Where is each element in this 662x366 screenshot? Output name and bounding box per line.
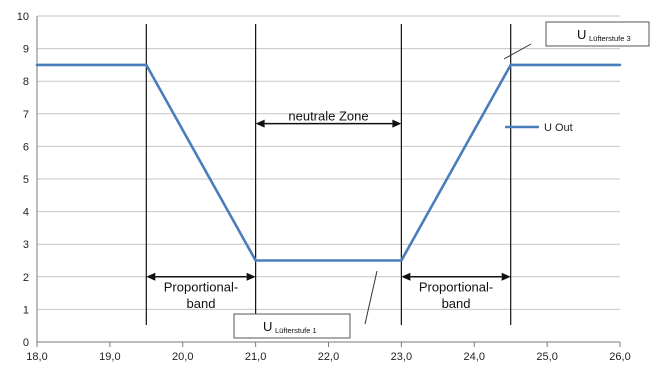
proportional-band-arrow-right-head <box>246 272 256 281</box>
y-tick-label: 7 <box>23 109 29 121</box>
proportional-band-label-line-2: band <box>442 296 471 311</box>
callout-box-lufterstufe-3 <box>545 21 650 47</box>
x-tick-label: 19,0 <box>99 351 120 363</box>
y-tick-label: 8 <box>23 76 29 88</box>
x-tick-label: 25,0 <box>536 351 557 363</box>
proportional-band-label-line-1: Proportional- <box>164 279 238 294</box>
x-tick-label: 21,0 <box>245 351 266 363</box>
neutral-zone-arrow-left-head <box>255 119 265 128</box>
y-tick-label: 3 <box>23 239 29 251</box>
callout-leader-lufterstufe-1 <box>364 270 378 325</box>
callout-sub-lufterstufe-1: Lüfterstufe 1 <box>275 326 317 335</box>
y-tick-label: 1 <box>23 304 29 316</box>
proportional-band-arrow-left-head <box>401 272 411 281</box>
y-tick-label: 2 <box>23 272 29 284</box>
callout-sub-lufterstufe-3: Lüfterstufe 3 <box>589 34 631 43</box>
series-line-u-out <box>35 63 622 262</box>
y-tick-label: 0 <box>23 337 29 349</box>
x-tick-label: 18,0 <box>26 351 47 363</box>
legend-label: U Out <box>544 122 573 134</box>
y-tick-label: 5 <box>23 174 29 186</box>
x-tick-label: 22,0 <box>318 351 339 363</box>
y-tick-label: 9 <box>23 44 29 56</box>
neutral-zone-arrow-right-head <box>392 119 402 128</box>
y-tick-label: 4 <box>23 207 29 219</box>
x-tick-label: 20,0 <box>172 351 193 363</box>
callout-main-lufterstufe-3: U <box>577 27 586 42</box>
proportional-band-label-line-2: band <box>187 296 216 311</box>
x-tick-label: 23,0 <box>391 351 412 363</box>
proportional-band-label-line-1: Proportional- <box>419 279 493 294</box>
x-tick-label: 26,0 <box>609 351 630 363</box>
neutral-zone-label: neutrale Zone <box>288 108 368 123</box>
x-tick-label: 24,0 <box>464 351 485 363</box>
callout-leader-lufterstufe-3 <box>503 43 532 60</box>
proportional-band-arrow-right-head <box>501 272 511 281</box>
y-tick-label: 10 <box>17 11 29 23</box>
proportional-band-arrow-left-head <box>146 272 156 281</box>
callout-box-lufterstufe-1 <box>233 313 351 339</box>
y-tick-label: 6 <box>23 141 29 153</box>
callout-main-lufterstufe-1: U <box>263 319 272 334</box>
